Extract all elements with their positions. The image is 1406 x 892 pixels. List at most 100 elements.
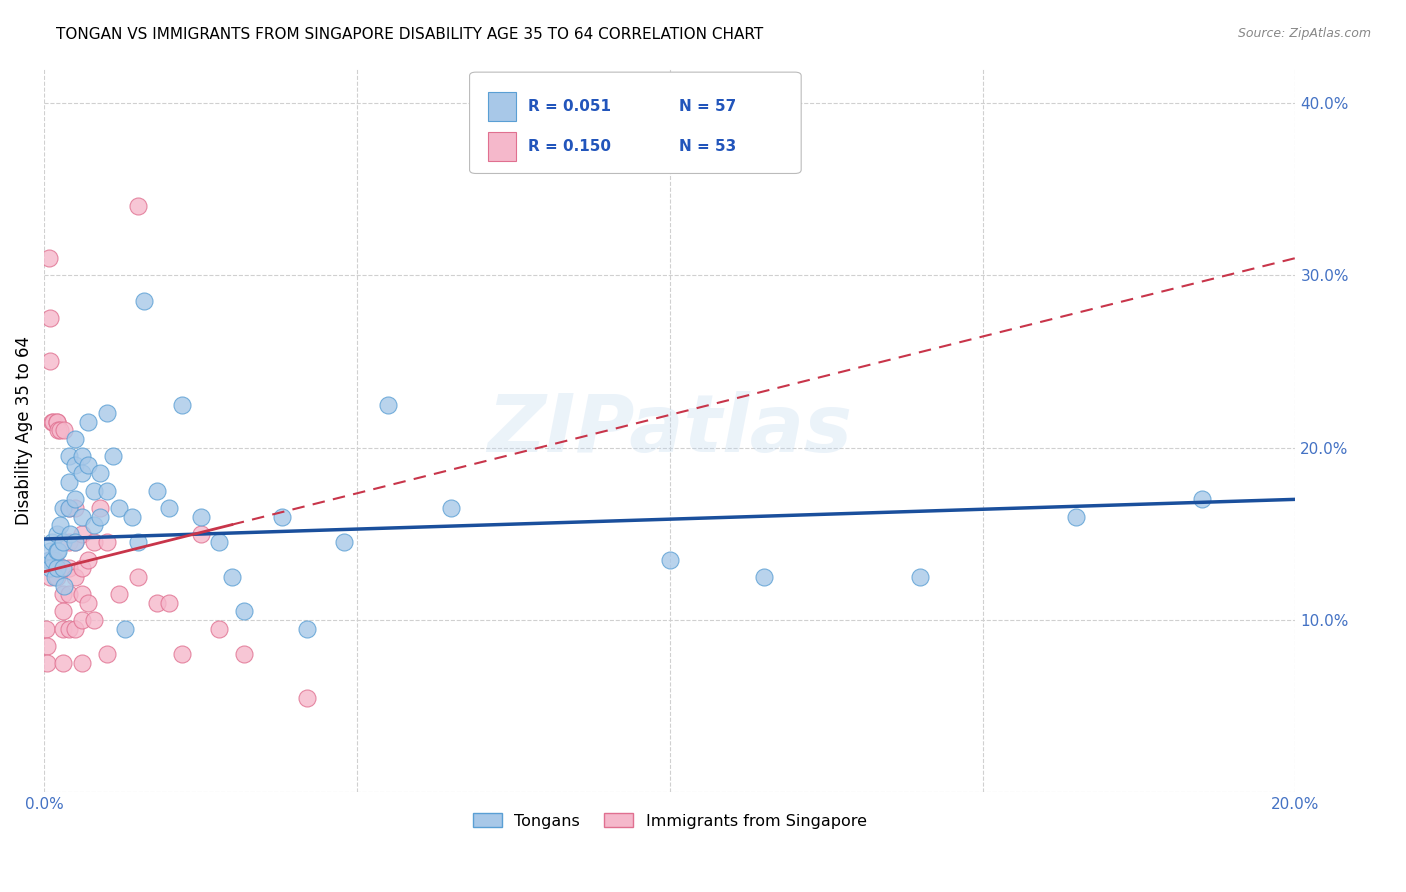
Point (52, 656, 75, 670)
Point (58, 500, 80, 515)
Point (96, 648, 118, 662)
Text: Source: ZipAtlas.com: Source: ZipAtlas.com (1237, 27, 1371, 40)
Point (170, 398, 193, 412)
Point (127, 199, 149, 213)
Point (58, 475, 80, 489)
Point (45, 544, 67, 558)
Point (52, 561, 75, 575)
Point (83, 613, 105, 627)
Point (58, 587, 80, 601)
Point (89, 500, 111, 515)
Point (39, 311, 62, 326)
Point (48, 424, 70, 438)
Point (65, 500, 87, 515)
Point (157, 596, 180, 610)
Point (58, 622, 80, 636)
Point (70, 656, 93, 670)
Point (38, 552, 60, 566)
Point (58, 500, 80, 515)
Point (39, 544, 62, 558)
FancyBboxPatch shape (488, 132, 516, 161)
Point (46, 544, 69, 558)
Point (37, 656, 59, 670)
Point (440, 500, 463, 515)
Point (65, 622, 87, 636)
Text: R = 0.051: R = 0.051 (529, 99, 612, 114)
FancyBboxPatch shape (488, 93, 516, 121)
Point (1191, 492, 1213, 507)
Point (77, 596, 100, 610)
Point (59, 526, 82, 541)
Point (221, 570, 243, 584)
Point (108, 587, 131, 601)
Point (190, 509, 212, 524)
Point (127, 570, 149, 584)
Point (101, 450, 124, 464)
Point (41, 415, 63, 429)
Point (70, 509, 93, 524)
Point (38, 251, 60, 265)
Point (270, 509, 292, 524)
Point (377, 398, 399, 412)
Point (39, 570, 62, 584)
Point (233, 648, 256, 662)
Point (42, 552, 65, 566)
Point (89, 509, 111, 524)
Point (65, 458, 87, 472)
Point (89, 467, 111, 481)
Point (233, 604, 256, 618)
Point (295, 622, 318, 636)
Text: N = 57: N = 57 (679, 99, 735, 114)
Point (44, 570, 66, 584)
Point (45, 526, 67, 541)
Point (52, 604, 75, 618)
Point (65, 535, 87, 549)
Point (333, 535, 356, 549)
Point (45, 570, 67, 584)
Point (83, 518, 105, 533)
Point (70, 561, 93, 575)
Point (42, 415, 65, 429)
Point (1066, 509, 1088, 524)
Point (145, 483, 167, 498)
Point (114, 622, 136, 636)
Point (58, 450, 80, 464)
Point (70, 613, 93, 627)
Point (208, 535, 231, 549)
Point (52, 561, 75, 575)
Point (35, 622, 58, 636)
Point (170, 648, 193, 662)
Point (70, 587, 93, 601)
Point (39, 354, 62, 368)
Point (65, 432, 87, 446)
Point (108, 500, 131, 515)
FancyBboxPatch shape (470, 72, 801, 173)
Point (39, 561, 62, 575)
Point (908, 570, 931, 584)
Point (44, 552, 66, 566)
Text: N = 53: N = 53 (679, 139, 735, 154)
Point (53, 578, 76, 592)
Point (52, 622, 75, 636)
Point (45, 415, 67, 429)
Point (121, 509, 143, 524)
Point (70, 467, 93, 481)
Point (45, 415, 67, 429)
Point (65, 492, 87, 507)
Point (127, 535, 149, 549)
Point (41, 535, 63, 549)
Point (752, 570, 775, 584)
Point (77, 458, 100, 472)
Point (70, 450, 93, 464)
Point (53, 424, 76, 438)
Point (37, 639, 59, 653)
Point (190, 526, 212, 541)
Point (208, 622, 231, 636)
Point (96, 406, 118, 420)
Point (96, 483, 118, 498)
Point (157, 500, 180, 515)
Point (58, 561, 80, 575)
Point (295, 690, 318, 705)
Point (145, 596, 167, 610)
Text: R = 0.150: R = 0.150 (529, 139, 612, 154)
